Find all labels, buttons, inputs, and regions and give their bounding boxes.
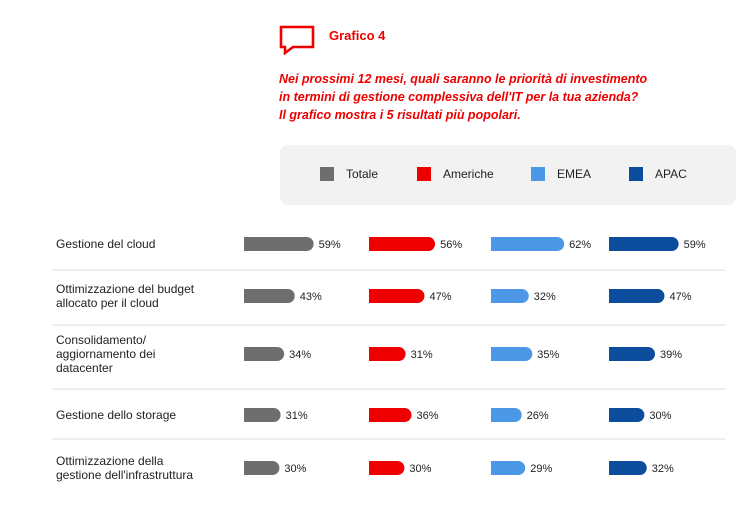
category-label: Ottimizzazione del budget allocato per il… <box>56 282 195 310</box>
data-label: 35% <box>537 349 559 361</box>
data-label: 56% <box>440 239 462 251</box>
bar <box>491 408 522 422</box>
bar <box>369 461 405 475</box>
data-label: 30% <box>409 463 431 475</box>
bar <box>369 237 436 251</box>
subtitle-line: Nei prossimi 12 mesi, quali saranno le p… <box>279 72 648 86</box>
legend-swatch <box>531 167 545 181</box>
data-label: 32% <box>652 463 674 475</box>
bar <box>609 408 645 422</box>
data-label: 59% <box>684 239 706 251</box>
data-label: 26% <box>527 410 549 422</box>
category-label: Ottimizzazione della gestione dell'infras… <box>56 454 193 482</box>
data-label: 32% <box>534 291 556 303</box>
chart-subtitle: Nei prossimi 12 mesi, quali saranno le p… <box>279 70 719 124</box>
data-label: 30% <box>284 463 306 475</box>
category-label: Gestione dello storage <box>56 408 176 422</box>
bar <box>369 408 412 422</box>
bar <box>244 289 295 303</box>
data-label: 47% <box>669 291 691 303</box>
data-label: 29% <box>530 463 552 475</box>
data-label: 59% <box>319 239 341 251</box>
data-label: 31% <box>286 410 308 422</box>
bar-chart: Gestione del cloud 59% 56% 62% 59% Ottimizzaz… <box>52 237 725 482</box>
data-label: 30% <box>649 410 671 422</box>
data-label: 36% <box>416 410 438 422</box>
chart-figure-title: Grafico 4 <box>329 28 386 43</box>
category-label: Consolidamento/aggiornamento dei datacent… <box>56 333 155 375</box>
bar <box>609 461 647 475</box>
speech-bubble-icon <box>279 25 315 55</box>
bar <box>491 289 529 303</box>
legend-label: EMEA <box>557 167 592 181</box>
bar <box>244 237 314 251</box>
bar <box>244 347 285 361</box>
data-label: 43% <box>300 291 322 303</box>
bar <box>491 461 526 475</box>
bar <box>244 408 281 422</box>
data-label: 34% <box>289 349 311 361</box>
bar <box>609 237 679 251</box>
legend-label: APAC <box>655 167 687 181</box>
data-label: 47% <box>429 291 451 303</box>
bar <box>244 461 280 475</box>
legend-item-emea: EMEA <box>531 167 591 181</box>
data-label: 39% <box>660 349 682 361</box>
bar <box>369 289 425 303</box>
subtitle-line: in termini di gestione complessiva dell'… <box>279 90 639 104</box>
legend-item-apac: APAC <box>629 167 687 181</box>
bar <box>491 347 533 361</box>
data-label: 62% <box>569 239 591 251</box>
legend-swatch <box>629 167 643 181</box>
bar <box>609 347 656 361</box>
legend-swatch <box>417 167 431 181</box>
category-label: Gestione del cloud <box>56 237 155 251</box>
bar <box>491 237 565 251</box>
legend-item-totale: Totale <box>320 167 378 181</box>
bar <box>609 289 665 303</box>
subtitle-line: Il grafico mostra i 5 risultati più popo… <box>279 108 521 122</box>
legend-label: Totale <box>346 167 379 181</box>
legend-item-americhe: Americhe <box>417 167 494 181</box>
chart-legend: Totale Americhe EMEA APAC <box>280 145 736 205</box>
legend-label: Americhe <box>443 167 494 181</box>
legend-swatch <box>320 167 334 181</box>
data-label: 31% <box>411 349 433 361</box>
bar <box>369 347 406 361</box>
